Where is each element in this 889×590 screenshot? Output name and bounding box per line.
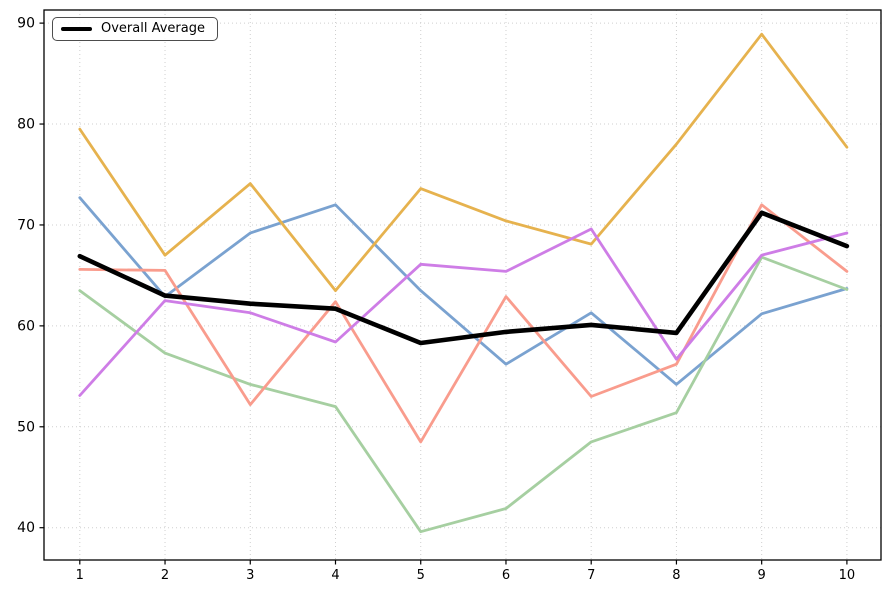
x-tick-label: 5 <box>417 568 425 583</box>
x-tick-label: 9 <box>758 568 766 583</box>
series-salmon-line <box>78 203 849 444</box>
legend-line-sample <box>61 26 92 32</box>
legend-label: Overall Average <box>101 21 205 36</box>
y-tick-label: 40 <box>17 520 35 536</box>
series-blue-line <box>78 196 849 386</box>
y-tick-label: 50 <box>17 419 35 435</box>
x-tick-label: 2 <box>161 568 169 583</box>
y-tick-label: 70 <box>17 217 35 233</box>
x-tick-label: 4 <box>331 568 339 583</box>
y-tick-label: 90 <box>17 16 35 32</box>
x-tick-label: 8 <box>672 568 680 583</box>
series-overall-average-line <box>77 210 850 346</box>
axes-spines <box>43 9 882 561</box>
series-green-line <box>78 255 849 534</box>
x-tick-label: 3 <box>246 568 254 583</box>
y-tick-label: 80 <box>17 117 35 133</box>
x-tick-label: 7 <box>587 568 595 583</box>
x-tick-label: 10 <box>839 568 856 583</box>
legend: Overall Average <box>52 17 218 42</box>
x-tick-label: 1 <box>76 568 84 583</box>
series-gold-line <box>78 32 849 293</box>
y-tick-label: 60 <box>17 318 35 334</box>
series-purple-line <box>78 227 849 397</box>
x-tick-label: 6 <box>502 568 510 583</box>
